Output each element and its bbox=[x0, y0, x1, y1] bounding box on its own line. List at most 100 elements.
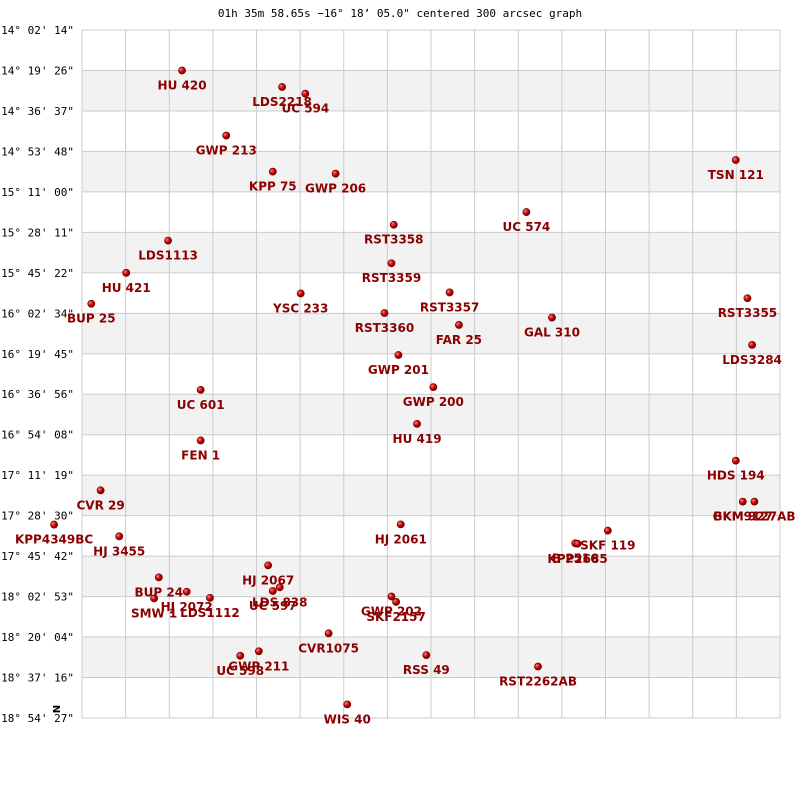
star-marker bbox=[389, 220, 398, 229]
star-marker bbox=[522, 208, 531, 216]
y-tick-label: -15° 28' 11" bbox=[0, 226, 74, 239]
star-label: GWP 213 bbox=[196, 144, 257, 158]
star-marker bbox=[743, 294, 752, 303]
star-marker bbox=[196, 385, 205, 394]
star-label: RST3357 bbox=[420, 300, 479, 314]
star-label: KPP2685 bbox=[547, 552, 607, 566]
star-label: GWP 206 bbox=[305, 182, 366, 196]
star-marker bbox=[387, 592, 396, 601]
y-tick-label: -14° 19' 26" bbox=[0, 65, 74, 78]
star-label: CVR1075 bbox=[298, 641, 359, 655]
y-axis-ticks: -14° 02' 14" -14° 19' 26" -14° 36' 37" -14°… bbox=[0, 24, 74, 725]
star-label: GWP 202 bbox=[361, 605, 422, 619]
star-marker bbox=[87, 299, 96, 308]
star-marker bbox=[331, 169, 340, 178]
star-marker bbox=[278, 83, 286, 91]
star-label: UC 601 bbox=[177, 398, 225, 412]
star-marker bbox=[275, 583, 284, 592]
star-label: KPP4349BC bbox=[15, 533, 93, 547]
star-marker bbox=[96, 486, 105, 495]
star-label: YSC 233 bbox=[272, 301, 328, 315]
star-label: UC 598 bbox=[216, 664, 264, 678]
star-label: BKM9127AB bbox=[713, 510, 795, 524]
star-label: UC 597 bbox=[249, 599, 297, 613]
y-tick-label: -14° 53' 48" bbox=[0, 145, 74, 158]
star-label: KPP 75 bbox=[249, 180, 297, 194]
star-marker bbox=[445, 288, 454, 297]
star-marker bbox=[182, 587, 191, 596]
y-tick-label: -18° 37' 16" bbox=[0, 672, 74, 685]
star-label: BUP 25 bbox=[67, 312, 116, 326]
star-marker bbox=[748, 341, 756, 349]
y-tick-label: -16° 19' 45" bbox=[0, 348, 74, 361]
star-marker bbox=[731, 456, 740, 465]
star-label: HJ 3455 bbox=[93, 544, 145, 558]
star-label: WIS 40 bbox=[324, 712, 371, 726]
star-marker bbox=[387, 259, 396, 268]
star-label: HDS 194 bbox=[707, 469, 765, 483]
star-marker bbox=[324, 629, 333, 638]
star-label: TSN 121 bbox=[708, 168, 764, 182]
star-marker bbox=[115, 532, 124, 541]
north-indicator: N bbox=[52, 705, 63, 713]
star-marker bbox=[154, 573, 163, 582]
star-marker bbox=[296, 289, 305, 298]
star-marker bbox=[50, 520, 58, 529]
star-label: FAR 25 bbox=[436, 333, 482, 347]
star-marker bbox=[394, 351, 403, 359]
star-marker bbox=[178, 66, 186, 75]
star-marker bbox=[429, 383, 438, 392]
star-label: B 2516 bbox=[552, 551, 599, 565]
star-marker bbox=[122, 268, 131, 277]
star-label: LDS2218 bbox=[252, 95, 312, 109]
star-label: SKF 119 bbox=[580, 539, 635, 553]
star-label: GWP 201 bbox=[368, 363, 429, 377]
star-marker bbox=[206, 593, 214, 602]
star-label: RST3360 bbox=[355, 321, 414, 335]
star-marker bbox=[268, 167, 277, 176]
star-marker bbox=[396, 520, 405, 529]
star-marker bbox=[392, 598, 400, 606]
y-tick-label: -17° 45' 42" bbox=[0, 550, 74, 563]
star-marker bbox=[343, 700, 352, 709]
star-marker bbox=[534, 662, 542, 671]
star-label: LDS 838 bbox=[252, 595, 307, 609]
star-label: GWP 211 bbox=[228, 659, 289, 673]
y-tick-label: -15° 45' 22" bbox=[0, 267, 74, 280]
star-label: RST3359 bbox=[362, 271, 421, 285]
star-label: GKM 927 bbox=[713, 510, 773, 524]
star-label: GAL 310 bbox=[524, 326, 580, 340]
star-label: GWP 200 bbox=[403, 395, 464, 409]
star-label: CVR 29 bbox=[77, 498, 125, 512]
star-marker bbox=[164, 236, 172, 245]
star-label: UC 594 bbox=[281, 102, 329, 116]
y-tick-label: -16° 54' 08" bbox=[0, 429, 74, 442]
star-label: HU 419 bbox=[393, 432, 442, 446]
star-label: LDS3284 bbox=[722, 353, 782, 367]
star-marker bbox=[380, 309, 389, 317]
y-tick-label: -17° 11' 19" bbox=[0, 469, 74, 482]
star-marker bbox=[196, 436, 205, 445]
star-label: HU 421 bbox=[102, 281, 151, 295]
star-marker bbox=[268, 587, 277, 595]
star-marker bbox=[603, 526, 612, 535]
star-marker bbox=[422, 651, 431, 659]
y-tick-label: -14° 02' 14" bbox=[0, 24, 74, 37]
star-marker bbox=[301, 89, 310, 98]
star-label: RSS 49 bbox=[403, 663, 450, 677]
y-tick-label: -16° 36' 56" bbox=[0, 388, 74, 401]
stars-layer bbox=[50, 66, 759, 709]
star-label: BUP 24 bbox=[134, 585, 183, 599]
star-marker bbox=[573, 539, 582, 548]
y-tick-label: -14° 36' 37" bbox=[0, 105, 74, 118]
star-label: HU 420 bbox=[158, 79, 207, 93]
star-marker bbox=[254, 647, 263, 656]
y-tick-label: -17° 28' 30" bbox=[0, 510, 74, 523]
star-label: FEN 1 bbox=[181, 448, 220, 462]
star-label: SMW 1 bbox=[131, 606, 177, 620]
y-tick-label: -16° 02' 34" bbox=[0, 307, 74, 320]
star-marker bbox=[150, 594, 159, 603]
star-label: UC 574 bbox=[503, 220, 551, 234]
